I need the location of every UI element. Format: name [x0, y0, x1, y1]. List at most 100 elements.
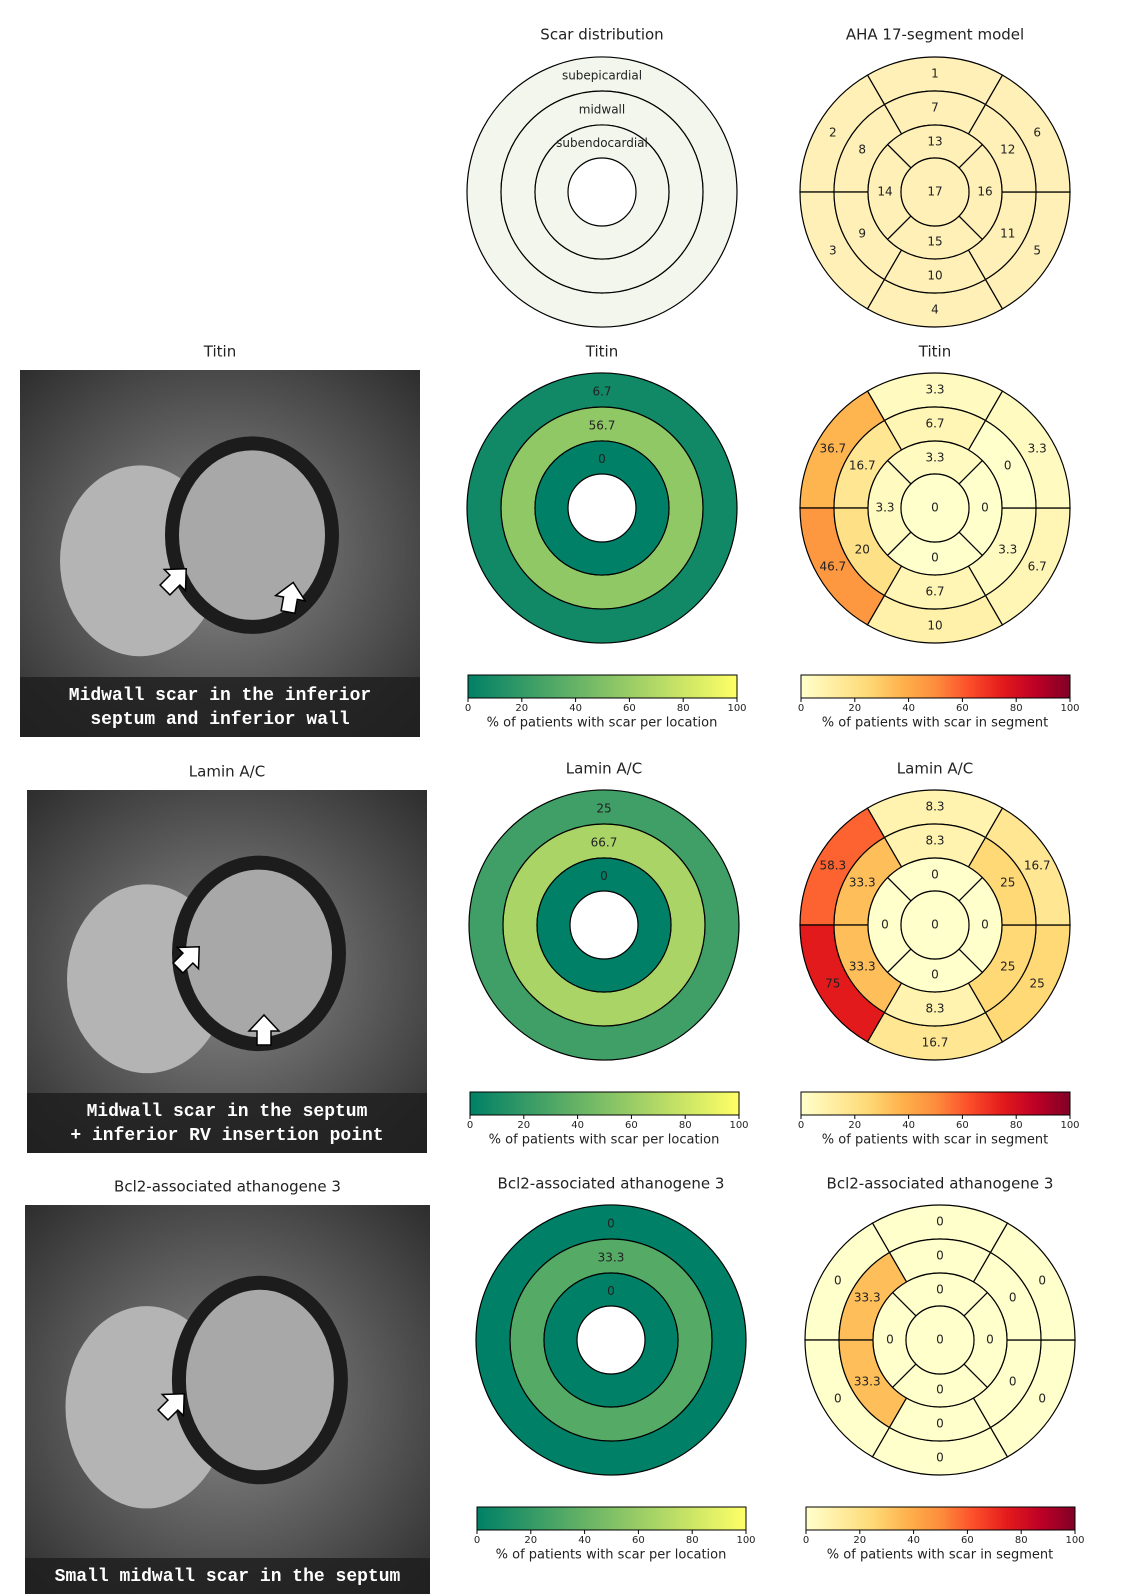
segment-label: 0 — [981, 918, 989, 932]
layer-label: 0 — [598, 452, 606, 466]
colorbar-tick-label: 20 — [853, 1535, 866, 1546]
chart-title: Lamin A/C — [566, 760, 642, 778]
segment-label: 8.3 — [925, 800, 944, 814]
segment-label: 0 — [886, 1333, 894, 1347]
segment-label: 14 — [877, 185, 892, 199]
segment-label: 8.3 — [925, 1002, 944, 1016]
layer-label: 33.3 — [598, 1251, 625, 1265]
segment-label: 7 — [931, 101, 939, 115]
image-title: Titin — [203, 343, 236, 361]
colorbar-tick-label: 0 — [465, 703, 471, 714]
segment-label: 20 — [855, 543, 870, 557]
segment-label: 0 — [936, 1283, 944, 1297]
colorbar-tick-label: 40 — [907, 1535, 920, 1546]
layer-label: subepicardial — [562, 69, 642, 83]
mri-image: Small midwall scar in the septum — [25, 1205, 430, 1594]
segment-label: 0 — [936, 1451, 944, 1465]
colorbar-tick-label: 60 — [623, 703, 636, 714]
layer-label: 25 — [596, 802, 611, 816]
figure: Scar distribution subepicardial midwall sub… — [0, 0, 1130, 1594]
image-title: Bcl2-associated athanogene 3 — [114, 1178, 341, 1196]
segment-label: 8.3 — [925, 834, 944, 848]
layer-label: 0 — [600, 869, 608, 883]
segment-label: 3 — [829, 244, 837, 258]
segment-label: 5 — [1033, 244, 1041, 258]
colorbar-tick-label: 60 — [961, 1535, 974, 1546]
left-ventricle — [172, 443, 332, 627]
segment-label: 16.7 — [922, 1036, 949, 1050]
segment-label: 15 — [927, 235, 942, 249]
segment-label: 6.7 — [925, 417, 944, 431]
segment-label: 0 — [936, 1333, 944, 1347]
mri-image: Midwall scar in the inferior septum and i… — [20, 370, 420, 737]
colorbar — [801, 1092, 1070, 1115]
segment-label: 0 — [931, 501, 939, 515]
colorbar-tick-label: 20 — [848, 1120, 861, 1131]
layer-label: 56.7 — [589, 419, 616, 433]
colorbar-tick-label: 0 — [798, 1120, 804, 1131]
segment-label: 3.3 — [998, 543, 1017, 557]
colorbar-tick-label: 40 — [902, 1120, 915, 1131]
segment-label: 1 — [931, 67, 939, 81]
colorbar-tick-label: 40 — [578, 1535, 591, 1546]
chart-title: Lamin A/C — [897, 760, 973, 778]
chart-title: Bcl2-associated athanogene 3 — [498, 1175, 725, 1193]
colorbar — [477, 1507, 746, 1530]
segment-label: 17 — [927, 185, 942, 199]
caption: Midwall scar in the inferior — [69, 686, 371, 706]
segment-label: 16 — [977, 185, 992, 199]
segment-label: 0 — [936, 1383, 944, 1397]
left-ventricle — [179, 863, 339, 1045]
segment-label: 8 — [858, 143, 866, 157]
segment-label: 33.3 — [849, 960, 876, 974]
colorbar-tick-label: 20 — [524, 1535, 537, 1546]
layer-label: subendocardial — [556, 136, 648, 150]
segment-label: 10 — [927, 269, 942, 283]
caption: septum and inferior wall — [90, 710, 349, 730]
segment-label: 10 — [927, 619, 942, 633]
colorbar-tick-label: 20 — [848, 703, 861, 714]
colorbar-label: % of patients with scar per location — [496, 1548, 727, 1563]
layer-ring — [501, 407, 703, 609]
layer-ring — [503, 824, 705, 1026]
colorbar-label: % of patients with scar in segment — [827, 1548, 1053, 1563]
caption: Midwall scar in the septum — [87, 1102, 368, 1122]
segment-label: 13 — [927, 135, 942, 149]
segment-label: 33.3 — [849, 876, 876, 890]
chart-title: Scar distribution — [540, 26, 663, 44]
layer-ring — [501, 91, 703, 293]
segment-label: 3.3 — [1028, 442, 1047, 456]
segment-label: 0 — [1009, 1375, 1017, 1389]
colorbar-tick-label: 60 — [625, 1120, 638, 1131]
segment-label: 0 — [931, 551, 939, 565]
colorbar-tick-label: 100 — [1065, 1535, 1084, 1546]
layer-label: 6.7 — [592, 385, 611, 399]
colorbar-label: % of patients with scar per location — [489, 1133, 720, 1148]
segment-label: 46.7 — [819, 560, 846, 574]
chart-title: Titin — [918, 343, 951, 361]
colorbar-label: % of patients with scar in segment — [822, 1133, 1048, 1148]
segment-label: 0 — [986, 1333, 994, 1347]
segment-label: 6.7 — [1028, 560, 1047, 574]
layer-label: midwall — [579, 103, 625, 117]
segment-label: 3.3 — [875, 501, 894, 515]
chart-title: Titin — [585, 343, 618, 361]
segment-label: 9 — [858, 227, 866, 241]
image-title: Lamin A/C — [189, 763, 265, 781]
colorbar-tick-label: 80 — [677, 703, 690, 714]
colorbar-tick-label: 20 — [517, 1120, 530, 1131]
colorbar-tick-label: 60 — [956, 703, 969, 714]
segment-label: 0 — [881, 918, 889, 932]
colorbar-tick-label: 80 — [1015, 1535, 1028, 1546]
segment-label: 25 — [1000, 960, 1015, 974]
segment-label: 0 — [1004, 459, 1012, 473]
colorbar-tick-label: 100 — [1060, 1120, 1079, 1131]
segment-label: 25 — [1030, 977, 1045, 991]
segment-label: 0 — [834, 1392, 842, 1406]
segment-label: 33.3 — [854, 1375, 881, 1389]
segment-label: 2 — [829, 126, 837, 140]
chart-title: Bcl2-associated athanogene 3 — [827, 1175, 1054, 1193]
colorbar-tick-label: 80 — [1010, 1120, 1023, 1131]
segment-label: 0 — [936, 1249, 944, 1263]
colorbar — [468, 675, 737, 698]
